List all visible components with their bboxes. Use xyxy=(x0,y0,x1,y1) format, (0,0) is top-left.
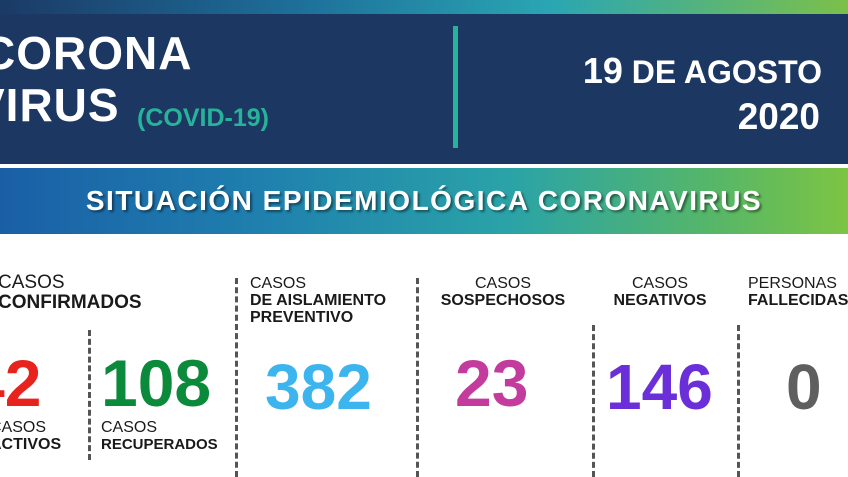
label-sospechosos: CASOS SOSPECHOSOS xyxy=(430,275,576,310)
label-activos: CASOS ACTIVOS xyxy=(0,419,62,454)
label-negativos-line1: CASOS xyxy=(631,275,688,292)
label-fallecidas: PERSONAS FALLECIDAS xyxy=(748,276,848,310)
value-recuperados: 108 xyxy=(101,346,212,420)
label-sospechosos-line2: SOSPECHOSOS xyxy=(440,291,566,309)
label-fallecidas-line2: FALLECIDAS xyxy=(748,291,848,309)
label-negativos-line2: NEGATIVOS xyxy=(613,291,707,309)
label-negativos: CASOS NEGATIVOS xyxy=(604,275,716,310)
divider-1 xyxy=(88,330,91,460)
value-sospechosos: 23 xyxy=(455,346,529,420)
label-confirmados: CASOS CONFIRMADOS xyxy=(0,273,142,313)
value-aislamiento: 382 xyxy=(265,351,372,423)
label-aislamiento-line2: DE AISLAMIENTO xyxy=(250,291,387,309)
label-aislamiento-line1: CASOS xyxy=(250,275,307,292)
label-sospechosos-line1: CASOS xyxy=(474,275,531,292)
divider-5 xyxy=(737,325,740,477)
label-activos-line1: CASOS xyxy=(0,419,47,436)
label-confirmados-line2: CONFIRMADOS xyxy=(0,291,142,313)
date-day-month: 19 DE AGOSTO xyxy=(583,50,822,92)
date-month: DE AGOSTO xyxy=(631,54,822,90)
header-divider xyxy=(453,26,458,148)
title-corona: CORONA xyxy=(0,27,193,79)
value-negativos: 146 xyxy=(606,351,713,423)
label-activos-line2: ACTIVOS xyxy=(0,435,62,453)
label-recuperados-line2: RECUPERADOS xyxy=(101,435,218,453)
divider-2 xyxy=(235,278,238,477)
label-aislamiento-line3: PREVENTIVO xyxy=(250,308,354,326)
value-activos: 42 xyxy=(0,346,42,420)
divider-3 xyxy=(416,278,419,477)
section-banner xyxy=(0,168,848,234)
label-recuperados-line1: CASOS xyxy=(101,419,158,436)
value-fallecidas: 0 xyxy=(786,351,822,423)
date-year: 2020 xyxy=(737,96,820,137)
label-fallecidas-line1: PERSONAS xyxy=(748,276,837,292)
header-panel xyxy=(0,14,848,164)
label-confirmados-line1: CASOS xyxy=(0,272,65,293)
label-recuperados: CASOS RECUPERADOS xyxy=(101,419,218,453)
date-day: 19 xyxy=(582,50,623,91)
covid-subtitle: (COVID-19) xyxy=(137,104,269,132)
title-virus: VIRUS xyxy=(0,79,120,131)
section-banner-title: SITUACIÓN EPIDEMIOLÓGICA CORONAVIRUS xyxy=(85,185,763,216)
top-gradient-strip xyxy=(0,0,848,14)
label-aislamiento: CASOS DE AISLAMIENTO PREVENTIVO xyxy=(250,275,387,326)
divider-4 xyxy=(592,325,595,477)
